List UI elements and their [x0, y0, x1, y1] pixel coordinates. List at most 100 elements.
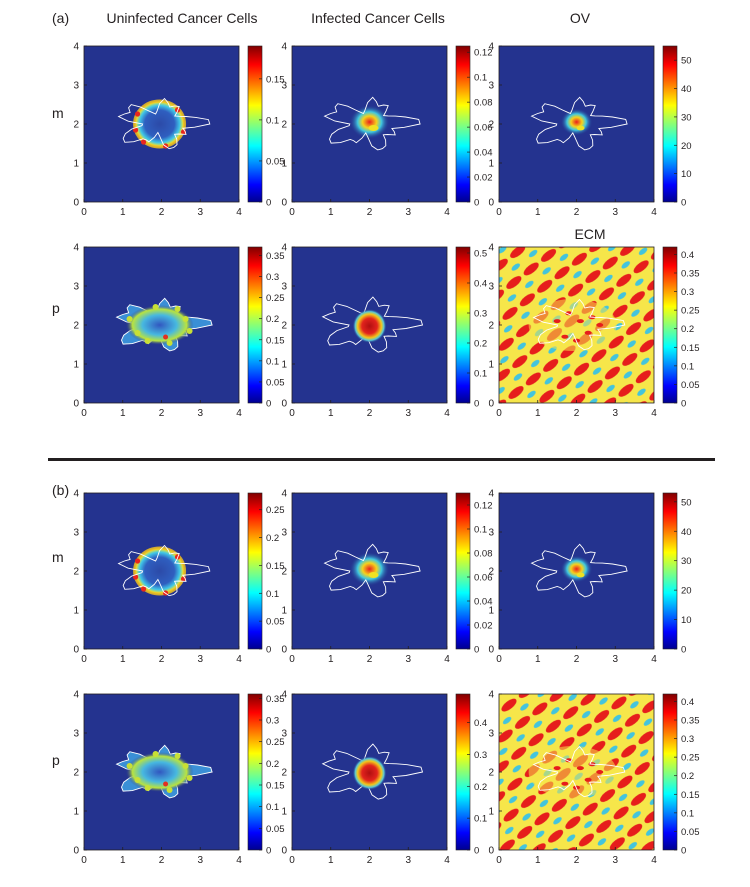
y-tick-label: 1 — [73, 807, 79, 818]
colorbar-tick-label: 0.02 — [474, 621, 493, 632]
colorbar-tick-label: 0 — [681, 645, 686, 656]
colorbar-tick-label: 0.25 — [266, 505, 285, 516]
y-tick-label: 4 — [73, 42, 79, 53]
colorbar-tick-label: 0.05 — [681, 827, 700, 838]
speckle — [182, 316, 189, 322]
y-tick-label: 3 — [488, 729, 494, 740]
y-tick-label: 0 — [281, 846, 287, 857]
colorbar-tick-label: 0.3 — [681, 287, 694, 298]
core-detail — [368, 125, 379, 131]
ecm-title-a: ECM — [574, 226, 606, 242]
colorbar-tick-label: 40 — [681, 527, 692, 538]
colorbar-tick-label: 0.1 — [474, 525, 487, 536]
tumour-boundary — [532, 298, 626, 351]
panel-label-a: (a) — [52, 10, 70, 26]
x-tick-label: 1 — [120, 207, 126, 218]
x-tick-label: 1 — [535, 654, 541, 665]
heatmap-panel-b-m-uninfected: 0 1 2 3 4 0 1 2 3 4 0 0.05 0.1 0.15 0.2 0.25 — [73, 489, 284, 666]
colorbar-tick-label: 0.25 — [681, 753, 700, 764]
section-separator — [48, 458, 715, 461]
y-tick-label: 2 — [73, 567, 79, 578]
x-tick-label: 3 — [197, 408, 203, 419]
speckle-hot — [163, 781, 169, 787]
colorbar-tick-label: 0 — [474, 846, 479, 857]
x-tick-label: 4 — [651, 654, 657, 665]
colorbar-tick-label: 30 — [681, 556, 692, 567]
infection-core — [349, 552, 390, 586]
y-tick-label: 4 — [73, 489, 79, 500]
colorbar-tick-label: 0.1 — [266, 356, 279, 367]
colorbar-tick-label: 0.25 — [266, 737, 285, 748]
colorbar-tick-label: 0.2 — [266, 759, 279, 770]
x-tick-label: 4 — [236, 654, 242, 665]
y-tick-label: 1 — [73, 606, 79, 617]
colorbar-tick-label: 20 — [681, 141, 692, 152]
heatmap-panel-a-p-ecm: 0 1 2 3 4 0 1 2 3 4 0 0.05 0.1 0.15 0.2 0.25 0.3 0.35 0.4 — [488, 243, 699, 420]
x-tick-label: 2 — [574, 654, 580, 665]
x-tick-label: 2 — [574, 207, 580, 218]
y-tick-label: 4 — [281, 243, 287, 254]
colorbar-tick-label: 0.05 — [266, 156, 285, 167]
colorbar-tick-label: 0.06 — [474, 123, 493, 134]
x-tick-label: 2 — [367, 207, 373, 218]
colorbar-tick-label: 0.15 — [266, 74, 285, 85]
colorbar-tick-label: 0.2 — [681, 771, 694, 782]
x-tick-label: 1 — [328, 207, 334, 218]
colorbar — [247, 492, 263, 650]
colorbar-tick-label: 0.2 — [474, 339, 487, 350]
y-tick-label: 1 — [488, 360, 494, 371]
y-tick-label: 2 — [488, 768, 494, 779]
x-tick-label: 4 — [236, 408, 242, 419]
core-detail — [576, 125, 585, 131]
ecm-spot — [553, 766, 561, 771]
colorbar-tick-label: 0.08 — [474, 549, 493, 560]
heatmap-panel-a-p-uninfected: 0 1 2 3 4 0 1 2 3 4 0 0.05 0.1 0.15 0.2 0.25 0.3 0.35 — [73, 243, 284, 420]
colorbar-tick-label: 0 — [681, 846, 686, 857]
x-tick-label: 0 — [289, 855, 295, 866]
core-detail — [368, 572, 379, 578]
ecm-degraded-region — [528, 299, 617, 351]
speckled-region — [125, 752, 194, 792]
y-tick-label: 3 — [488, 282, 494, 293]
speckle — [166, 787, 173, 793]
tumour-boundary — [117, 544, 211, 597]
x-tick-label: 3 — [612, 654, 618, 665]
y-tick-label: 2 — [281, 768, 287, 779]
x-tick-label: 4 — [651, 855, 657, 866]
x-tick-label: 4 — [651, 207, 657, 218]
colorbar-tick-label: 0 — [474, 399, 479, 410]
ecm-spot — [576, 319, 584, 324]
hotspot — [134, 111, 141, 117]
colorbar-tick-label: 0.3 — [474, 750, 487, 761]
y-tick-label: 4 — [281, 489, 287, 500]
speckle — [174, 306, 181, 312]
colorbar-tick-label: 0.25 — [681, 306, 700, 317]
panel-label-b: (b) — [52, 482, 70, 498]
x-tick-label: 0 — [496, 654, 502, 665]
colorbar-tick-label: 0.1 — [681, 361, 694, 372]
infection-core — [560, 108, 593, 136]
x-tick-label: 0 — [289, 408, 295, 419]
speckle — [166, 340, 173, 346]
colorbar-tick-label: 0.05 — [266, 377, 285, 388]
heatmap-panel-b-p-ecm: 0 1 2 3 4 0 1 2 3 4 0 0.05 0.1 0.15 0.2 0.25 0.3 0.35 0.4 — [488, 690, 699, 867]
y-tick-label: 0 — [73, 846, 79, 857]
colorbar-tick-label: 0 — [474, 645, 479, 656]
y-tick-label: 3 — [488, 81, 494, 92]
colorbar — [662, 492, 678, 650]
colorbar-tick-label: 0.4 — [681, 697, 694, 708]
y-tick-label: 1 — [281, 807, 287, 818]
colorbar-tick-label: 0.3 — [266, 716, 279, 727]
x-tick-label: 1 — [120, 654, 126, 665]
tumour-boundary — [321, 296, 424, 353]
tumour-boundary — [321, 743, 424, 800]
infection-core — [349, 105, 390, 139]
colorbar-tick-label: 50 — [681, 497, 692, 508]
colorbar-tick-label: 0.5 — [474, 249, 487, 260]
colorbar-tick-label: 10 — [681, 615, 692, 626]
colorbar-tick-label: 0 — [266, 399, 271, 410]
y-tick-label: 1 — [488, 159, 494, 170]
row-label-p-b: p — [52, 752, 60, 768]
ecm-spot — [561, 334, 569, 339]
